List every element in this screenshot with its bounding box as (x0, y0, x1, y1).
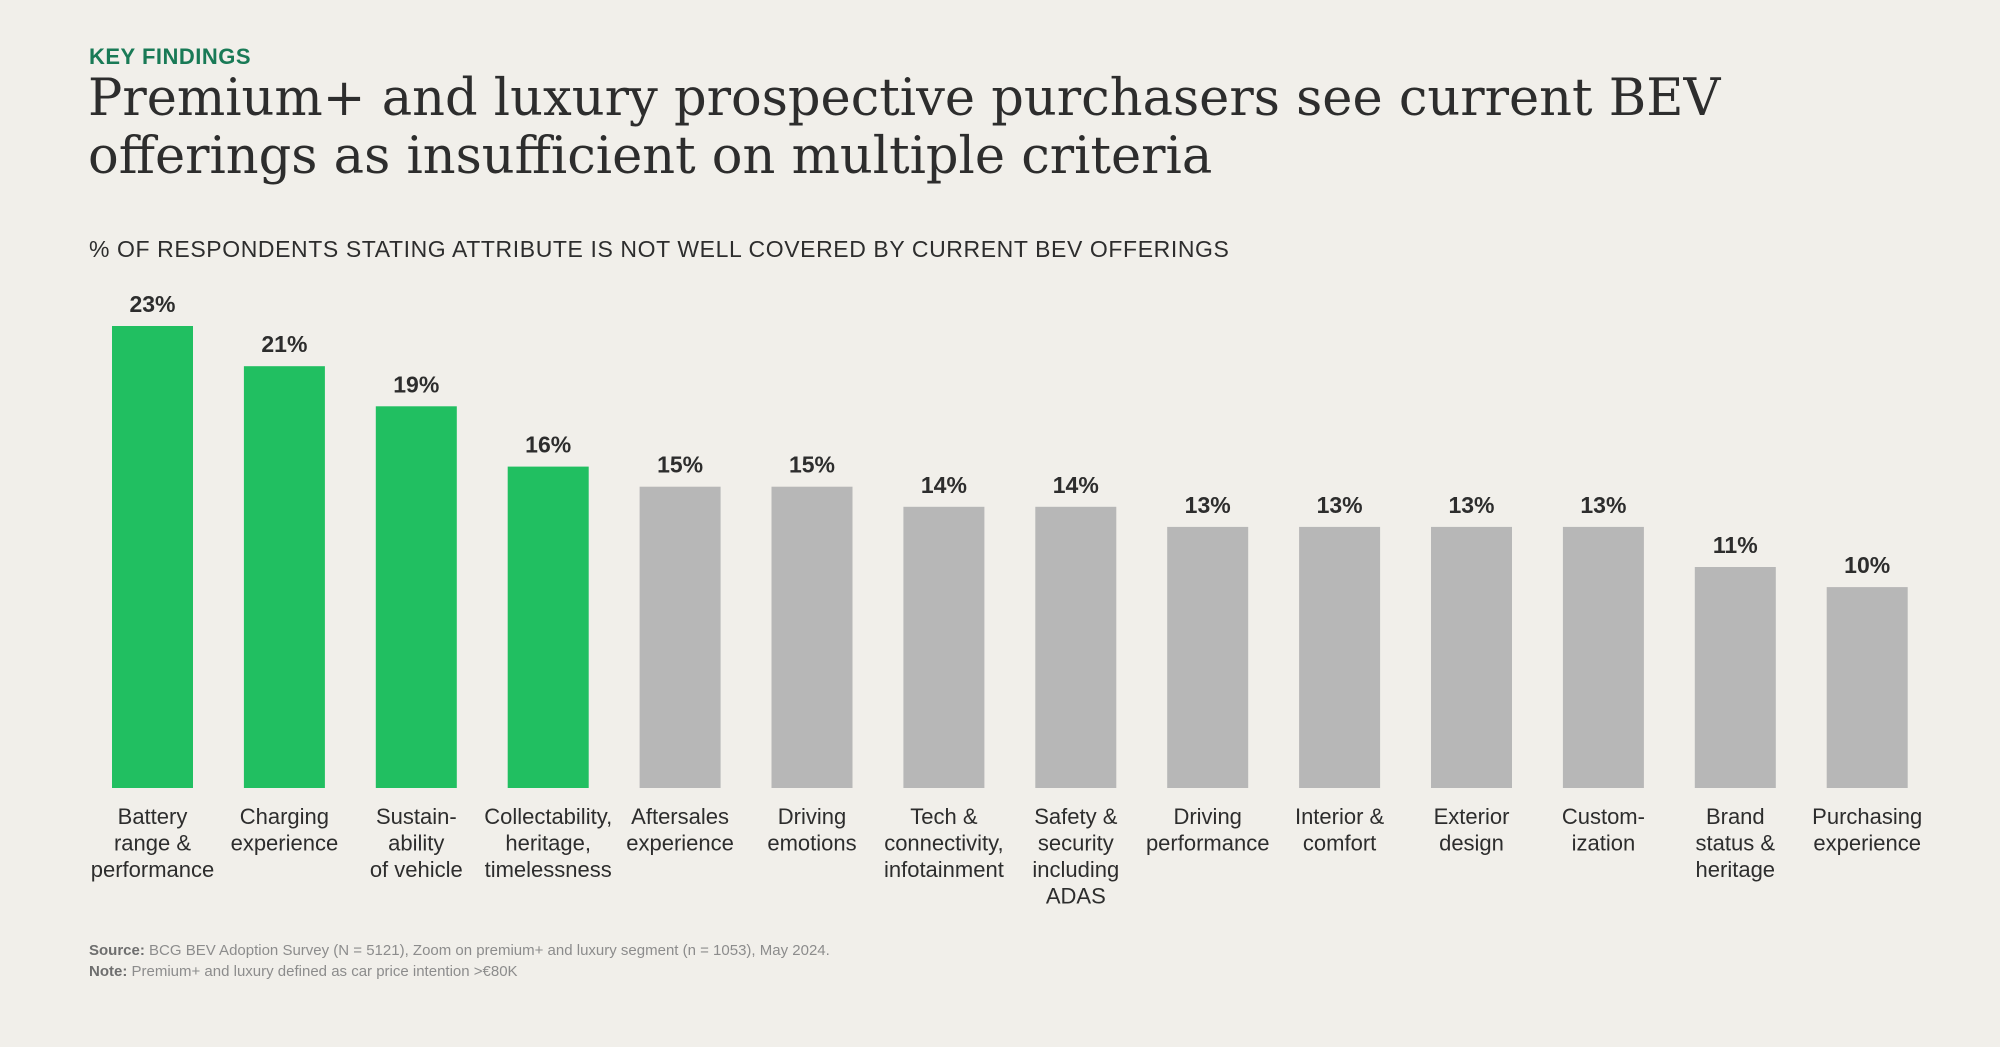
category-label-1: Battery range & performance (91, 804, 215, 882)
bar-11 (1431, 526, 1512, 788)
data-label-13: 11% (1713, 532, 1758, 558)
category-label-6: Driving emotions (767, 804, 856, 856)
footnotes: Source: BCG BEV Adoption Survey (N = 512… (89, 940, 830, 982)
category-label-8: Safety & security including ADAS (1032, 804, 1119, 909)
chart-subtitle: % OF RESPONDENTS STATING ATTRIBUTE IS NO… (89, 236, 1230, 262)
bar-1 (112, 326, 193, 788)
note-text: Premium+ and luxury defined as car price… (131, 963, 518, 980)
data-label-6: 15% (789, 452, 835, 478)
source-label: Source: (89, 942, 145, 959)
bar-2 (243, 366, 325, 788)
bar-7 (903, 506, 985, 788)
category-label-14: Purchasing experience (1812, 804, 1922, 856)
data-label-8: 14% (1053, 472, 1099, 498)
bar-13 (1694, 567, 1776, 788)
data-label-7: 14% (921, 472, 967, 498)
bar-3 (375, 406, 457, 788)
category-label-9: Driving performance (1146, 804, 1270, 856)
category-label-13: Brand status & heritage (1696, 804, 1776, 882)
bar-10 (1299, 526, 1381, 788)
category-label-10: Interior & comfort (1295, 804, 1385, 856)
data-label-1: 23% (129, 291, 175, 317)
data-label-12: 13% (1580, 492, 1626, 518)
category-label-12: Custom-ization (1562, 804, 1645, 856)
note-label: Note: (89, 963, 128, 980)
bar-14 (1826, 587, 1908, 788)
data-label-4: 16% (525, 432, 571, 458)
data-label-14: 10% (1844, 552, 1890, 578)
data-label-9: 13% (1185, 492, 1231, 518)
bar-5 (639, 486, 721, 788)
category-label-3: Sustain-ability of vehicle (370, 804, 463, 882)
data-label-11: 13% (1448, 492, 1494, 518)
bar-chart: 23% Battery range & performance 21% Charging e… (91, 291, 1922, 909)
bar-6 (771, 486, 853, 788)
source-text: BCG BEV Adoption Survey (N = 5121), Zoom… (149, 942, 830, 959)
data-label-10: 13% (1317, 492, 1363, 518)
bar-12 (1562, 526, 1644, 788)
eyebrow-label: KEY FINDINGS (89, 44, 252, 69)
page-title: Premium+ and luxury prospective purchase… (88, 69, 1721, 186)
category-label-11: Exterior design (1434, 804, 1510, 856)
category-label-4: Collectability, heritage, timelessness (484, 804, 612, 882)
data-label-3: 19% (393, 371, 439, 397)
category-label-7: Tech & connectivity, infotainment (884, 804, 1004, 882)
definition-note: Note: Premium+ and luxury defined as car… (89, 961, 830, 982)
data-label-2: 21% (261, 331, 307, 357)
bar-9 (1167, 526, 1249, 788)
data-label-5: 15% (657, 452, 703, 478)
category-label-2: Charging experience (231, 804, 339, 856)
bar-8 (1035, 506, 1117, 788)
source-note: Source: BCG BEV Adoption Survey (N = 512… (89, 940, 830, 961)
category-label-5: Aftersales experience (626, 804, 734, 856)
bar-4 (507, 466, 589, 788)
